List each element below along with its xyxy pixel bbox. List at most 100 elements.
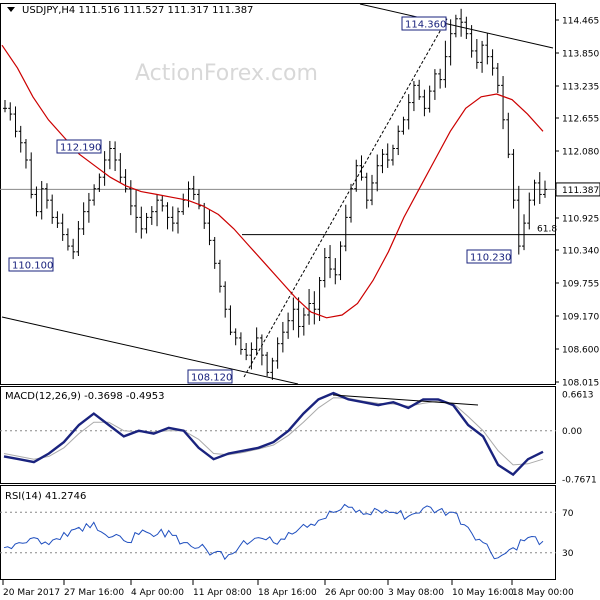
price-bar bbox=[181, 193, 186, 215]
price-bar bbox=[217, 259, 222, 293]
price-bar bbox=[50, 194, 55, 224]
current-price-label: 111.387 bbox=[562, 186, 599, 196]
price-bar bbox=[349, 183, 354, 223]
price-bar bbox=[317, 276, 322, 321]
price-bar bbox=[359, 155, 364, 181]
price-bar bbox=[223, 281, 228, 318]
price-bar bbox=[144, 212, 149, 234]
price-tick-label: 110.925 bbox=[562, 215, 599, 225]
price-bar bbox=[343, 204, 348, 252]
price-bar bbox=[495, 62, 500, 94]
price-bar bbox=[501, 76, 506, 130]
price-bar bbox=[139, 206, 144, 239]
signal-line bbox=[3, 397, 544, 466]
price-bar bbox=[176, 207, 181, 234]
x-tick-label: 4 Apr 00:00 bbox=[131, 588, 184, 598]
price-bar bbox=[432, 69, 437, 100]
price-bar bbox=[3, 100, 7, 113]
price-bar bbox=[459, 8, 464, 37]
price-bar bbox=[123, 169, 128, 193]
price-bar bbox=[375, 154, 380, 192]
price-bar bbox=[443, 40, 448, 88]
price-bar bbox=[422, 89, 427, 117]
price-bar bbox=[312, 291, 317, 325]
price-bar bbox=[8, 102, 13, 121]
fib-projection-line bbox=[243, 18, 448, 378]
price-bar bbox=[490, 49, 495, 76]
annotation-label: 110.230 bbox=[470, 253, 511, 264]
price-bar bbox=[249, 342, 254, 370]
price-bar bbox=[338, 241, 343, 281]
macd-trend-line bbox=[332, 394, 479, 406]
price-bar bbox=[102, 151, 107, 186]
price-bar bbox=[259, 334, 264, 366]
annotation-label: 112.190 bbox=[60, 143, 101, 154]
annotation-label: 110.100 bbox=[12, 261, 53, 272]
moving-average-line bbox=[1, 44, 544, 319]
price-bar bbox=[128, 180, 133, 216]
upper-channel-line bbox=[359, 3, 554, 49]
price-tick-label: 110.340 bbox=[562, 247, 599, 257]
price-annotation: 114.360 bbox=[401, 16, 447, 31]
price-bar bbox=[81, 202, 86, 235]
price-bar bbox=[291, 297, 296, 331]
price-bar bbox=[186, 181, 191, 208]
price-bar bbox=[13, 106, 18, 138]
price-bar bbox=[286, 312, 291, 339]
price-bar bbox=[280, 321, 285, 353]
price-bar bbox=[469, 25, 474, 58]
price-bar bbox=[464, 16, 469, 39]
price-bar bbox=[107, 140, 112, 170]
price-bar bbox=[92, 184, 97, 206]
price-tick-label: 108.600 bbox=[562, 346, 599, 356]
price-tick-label: 113.850 bbox=[562, 50, 599, 60]
macd-tick-label: 0.6613 bbox=[562, 391, 594, 401]
price-tick-label: 112.655 bbox=[562, 115, 599, 125]
price-bar bbox=[396, 125, 401, 156]
watermark: ActionForex.com bbox=[135, 61, 318, 86]
price-bar bbox=[160, 195, 165, 212]
price-bar bbox=[44, 183, 49, 209]
price-bar bbox=[228, 305, 233, 336]
price-bar bbox=[522, 214, 527, 251]
rsi-tick-label: 30 bbox=[562, 549, 574, 559]
dropdown-icon[interactable] bbox=[7, 7, 15, 12]
price-tick-label: 109.755 bbox=[562, 280, 599, 290]
price-bar bbox=[29, 152, 34, 199]
price-bar bbox=[238, 332, 243, 355]
rsi-panel-title: RSI(14) 41.2746 bbox=[5, 491, 86, 502]
price-tick-label: 109.170 bbox=[562, 313, 599, 323]
price-bar bbox=[34, 186, 39, 217]
price-bar bbox=[369, 174, 374, 206]
price-tick-label: 113.235 bbox=[562, 83, 599, 93]
price-bar bbox=[65, 228, 70, 251]
price-bar bbox=[275, 337, 280, 369]
price-bar bbox=[113, 141, 118, 172]
price-bar bbox=[23, 139, 28, 169]
price-bar bbox=[118, 153, 123, 183]
annotation-label: 114.360 bbox=[405, 20, 446, 31]
price-bar bbox=[60, 213, 65, 241]
price-bar bbox=[485, 33, 490, 65]
price-bar bbox=[212, 236, 217, 269]
x-tick-label: 10 May 16:00 bbox=[452, 588, 514, 598]
price-bar bbox=[480, 40, 485, 73]
price-bar bbox=[506, 112, 511, 159]
price-bar bbox=[427, 85, 432, 113]
macd-panel-title: MACD(12,26,9) -0.3698 -0.4953 bbox=[5, 391, 165, 402]
price-bar bbox=[71, 238, 76, 260]
macd-panel-frame bbox=[0, 386, 556, 484]
price-bar bbox=[86, 192, 91, 223]
x-tick-label: 27 Mar 16:00 bbox=[64, 588, 124, 598]
annotation-label: 108.120 bbox=[191, 373, 232, 384]
price-bar bbox=[244, 343, 249, 361]
price-bar bbox=[55, 211, 60, 228]
price-bar bbox=[411, 81, 416, 112]
price-bar bbox=[301, 307, 306, 336]
price-bar bbox=[438, 68, 443, 89]
price-bar bbox=[191, 175, 196, 200]
price-annotation: 112.190 bbox=[56, 139, 102, 154]
price-bar bbox=[385, 143, 390, 168]
price-bar bbox=[233, 328, 238, 346]
x-tick-label: 18 Apr 16:00 bbox=[258, 588, 317, 598]
